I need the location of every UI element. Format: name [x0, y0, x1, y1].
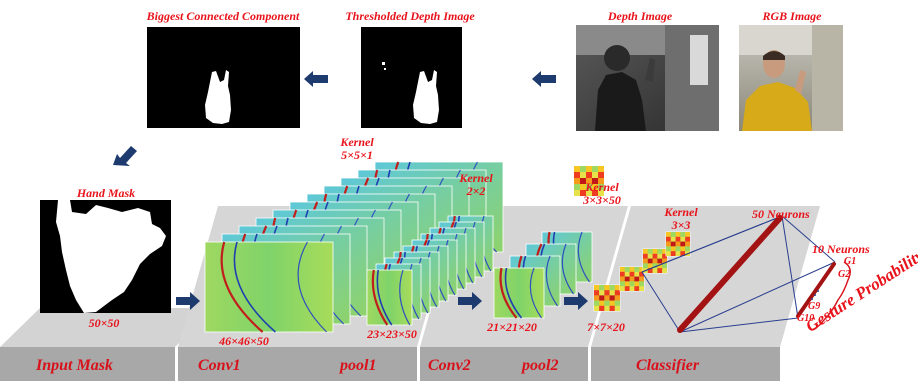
label-hand-mask: Hand Mask	[76, 186, 136, 200]
label-g10: G10	[797, 313, 815, 324]
dim-pool1: 23×23×50	[367, 327, 417, 341]
arrow-rgb-to-depth	[532, 71, 556, 87]
noise-blob	[382, 62, 385, 65]
hand-silhouette	[413, 70, 439, 124]
feature-map	[204, 241, 334, 333]
noise-blob	[384, 68, 386, 70]
label-g9: G9	[808, 301, 821, 312]
platform-conv1-front	[178, 347, 417, 381]
dim-conv2: 21×21×20	[487, 320, 537, 334]
platform-input-mask-front	[0, 347, 175, 381]
kernel-2-title: Kernel	[459, 171, 493, 185]
kernel-1-size: 5×5×1	[341, 148, 373, 162]
ellipsis-dot	[814, 294, 816, 296]
label-g1: G1	[844, 256, 857, 267]
arrow-depth-to-threshold	[304, 71, 328, 87]
ellipsis-dot	[817, 290, 819, 292]
feature-map	[593, 284, 621, 312]
image-rgb	[739, 25, 843, 131]
label-biggest-component: Biggest Connected Component	[146, 9, 300, 23]
feature-map	[366, 269, 413, 326]
pool1-feature-maps	[366, 215, 494, 326]
platform-classifier-front	[591, 347, 780, 381]
section-conv2: Conv2	[428, 357, 471, 374]
arrow-pool1-to-conv2	[458, 292, 482, 310]
section-conv1: Conv1	[198, 357, 241, 374]
probability-brace	[811, 261, 851, 331]
kernel-1-title: Kernel	[340, 135, 374, 149]
ellipsis-dot	[811, 298, 813, 300]
dim-input: 50×50	[88, 316, 120, 330]
hand-silhouette	[205, 70, 231, 124]
platform-conv2-front	[420, 347, 588, 381]
section-classifier: Classifier	[636, 357, 700, 374]
feature-map	[573, 165, 605, 197]
kernel-4-title: Kernel	[664, 205, 698, 219]
conv1-feature-maps	[204, 161, 504, 333]
ten-neuron-bar	[796, 262, 836, 318]
feature-map	[665, 231, 691, 257]
feature-map	[493, 267, 545, 319]
section-input-mask: Input Mask	[36, 357, 113, 374]
label-depth-image: Depth Image	[607, 9, 673, 23]
label-50-neurons: 50 Neurons	[752, 207, 810, 221]
image-biggest-component	[147, 27, 300, 128]
label-thresholded-depth: Thresholded Depth Image	[345, 9, 475, 23]
label-10-neurons: 10 Neurons	[812, 242, 870, 256]
image-thresholded-depth	[361, 27, 462, 128]
platform-input-mask-top	[0, 308, 215, 347]
arrow-component-to-mask	[113, 146, 137, 166]
conv2-feature-maps	[493, 231, 593, 319]
arrow-conv2-to-pool2	[564, 292, 588, 310]
pool2-feature-maps	[573, 165, 691, 312]
kernel-3-title: Kernel	[585, 180, 619, 194]
hand-mask-silhouette	[56, 200, 166, 313]
section-pool1: pool1	[340, 357, 377, 374]
dim-conv1: 46×46×50	[219, 334, 269, 348]
feature-map	[642, 248, 668, 274]
image-hand-mask	[40, 200, 171, 313]
kernel-2-size: 2×2	[466, 184, 486, 198]
section-pool2: pool2	[522, 357, 559, 374]
kernel-3-size: 3×3×50	[583, 193, 621, 207]
kernel-4-size: 3×3	[671, 218, 691, 232]
fifty-neuron-bar	[677, 215, 783, 333]
image-depth	[576, 25, 719, 131]
classifier-network	[641, 215, 851, 333]
dim-pool2: 7×7×20	[587, 320, 625, 334]
feature-map	[619, 266, 645, 292]
label-rgb-image: RGB Image	[762, 9, 822, 23]
label-g2: G2	[838, 269, 851, 280]
arrow-mask-to-conv1	[176, 292, 200, 310]
